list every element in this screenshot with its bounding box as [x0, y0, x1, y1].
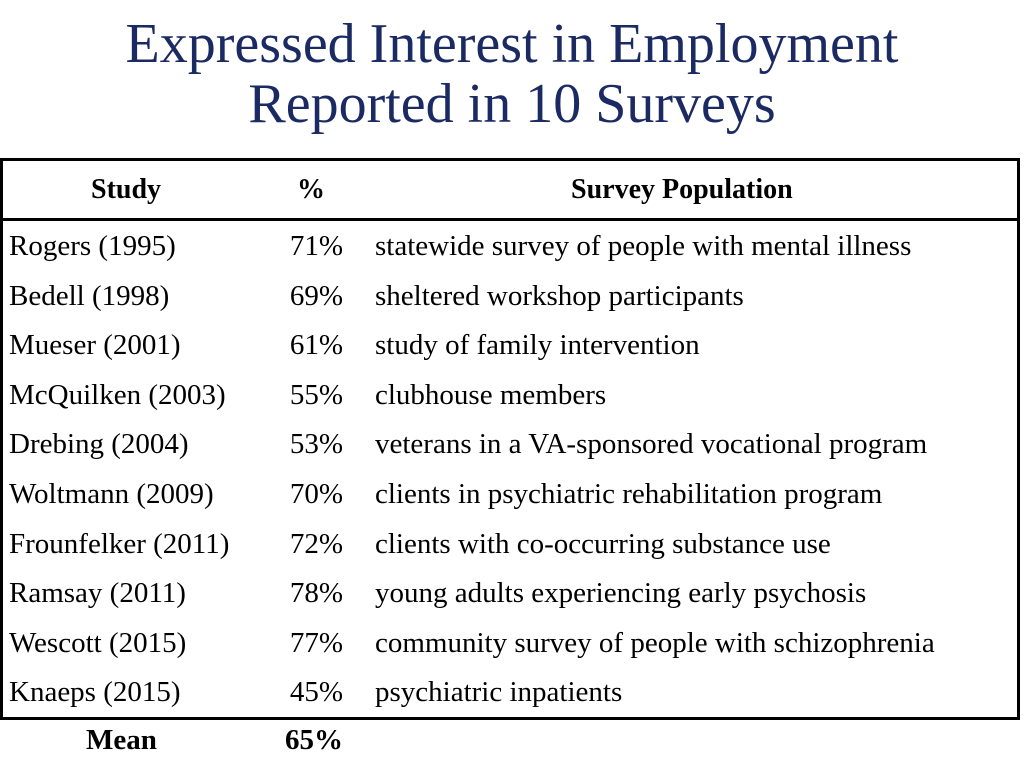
table-row: Drebing (2004) 53% veterans in a VA-spon… [3, 420, 1017, 470]
population-cell: clubhouse members [375, 379, 607, 411]
table-row: Knaeps (2015) 45% psychiatric inpatients [3, 668, 1017, 718]
study-cell: Woltmann (2009) [9, 478, 214, 510]
header-survey-population: Survey Population [571, 174, 793, 205]
study-cell: Bedell (1998) [9, 280, 170, 312]
percent-cell: 77% [289, 627, 343, 659]
mean-percent: 65% [285, 724, 343, 756]
table-header-row: Study % Survey Population [3, 161, 1017, 221]
mean-row: Mean 65% [0, 722, 1024, 762]
table-row: Ramsay (2011) 78% young adults experienc… [3, 569, 1017, 619]
percent-cell: 70% [289, 478, 343, 510]
mean-label: Mean [86, 724, 157, 756]
percent-cell: 72% [289, 528, 343, 560]
study-cell: Knaeps (2015) [9, 676, 181, 708]
survey-table: Study % Survey Population Rogers (1995) … [0, 158, 1020, 720]
population-cell: psychiatric inpatients [375, 676, 623, 708]
percent-cell: 53% [289, 428, 343, 460]
table-row: Rogers (1995) 71% statewide survey of pe… [3, 222, 1017, 272]
study-cell: Rogers (1995) [9, 230, 176, 262]
title-line-2: Reported in 10 Surveys [248, 73, 776, 135]
percent-cell: 71% [289, 230, 343, 262]
population-cell: community survey of people with schizoph… [375, 627, 935, 659]
population-cell: clients with co-occurring substance use [375, 528, 831, 560]
percent-cell: 45% [289, 676, 343, 708]
population-cell: young adults experiencing early psychosi… [375, 577, 867, 609]
study-cell: Ramsay (2011) [9, 577, 186, 609]
study-cell: Wescott (2015) [9, 627, 187, 659]
population-cell: study of family intervention [375, 329, 700, 361]
table-row: McQuilken (2003) 55% clubhouse members [3, 371, 1017, 421]
study-cell: Mueser (2001) [9, 329, 181, 361]
study-cell: Drebing (2004) [9, 428, 189, 460]
header-percent: % [297, 174, 325, 205]
table-row: Mueser (2001) 61% study of family interv… [3, 321, 1017, 371]
study-cell: Frounfelker (2011) [9, 528, 230, 560]
percent-cell: 61% [289, 329, 343, 361]
percent-cell: 55% [289, 379, 343, 411]
population-cell: clients in psychiatric rehabilitation pr… [375, 478, 883, 510]
slide-title: Expressed Interest in Employment Reporte… [0, 14, 1024, 134]
population-cell: veterans in a VA-sponsored vocational pr… [375, 428, 928, 460]
header-study: Study [91, 174, 162, 205]
table-row: Frounfelker (2011) 72% clients with co-o… [3, 520, 1017, 570]
title-line-1: Expressed Interest in Employment [125, 13, 899, 75]
population-cell: sheltered workshop participants [375, 280, 744, 312]
table-row: Bedell (1998) 69% sheltered workshop par… [3, 272, 1017, 322]
table-row: Woltmann (2009) 70% clients in psychiatr… [3, 470, 1017, 520]
population-cell: statewide survey of people with mental i… [375, 230, 912, 262]
percent-cell: 69% [289, 280, 343, 312]
table-row: Wescott (2015) 77% community survey of p… [3, 619, 1017, 669]
percent-cell: 78% [289, 577, 343, 609]
study-cell: McQuilken (2003) [9, 379, 226, 411]
